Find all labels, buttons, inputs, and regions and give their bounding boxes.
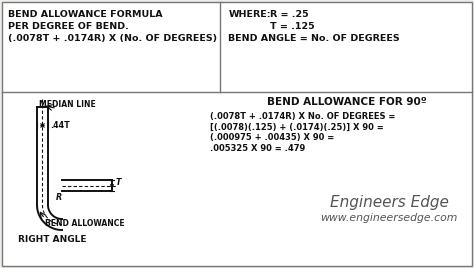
Text: (.0078T + .0174R) X (No. OF DEGREES): (.0078T + .0174R) X (No. OF DEGREES)	[8, 34, 217, 43]
Text: BEND ALLOWANCE FOR 90º: BEND ALLOWANCE FOR 90º	[267, 98, 427, 107]
Text: BEND ANGLE = No. OF DEGREES: BEND ANGLE = No. OF DEGREES	[228, 34, 400, 43]
Text: R = .25: R = .25	[270, 10, 309, 19]
Text: Engineers Edge: Engineers Edge	[330, 195, 449, 210]
Text: .44T: .44T	[50, 121, 70, 131]
Text: www.engineersedge.com: www.engineersedge.com	[320, 213, 457, 223]
Text: MEDIAN LINE: MEDIAN LINE	[39, 100, 96, 109]
Text: WHERE:: WHERE:	[228, 10, 271, 19]
Text: RIGHT ANGLE: RIGHT ANGLE	[18, 235, 86, 244]
Text: .005325 X 90 = .479: .005325 X 90 = .479	[210, 144, 306, 153]
Text: T = .125: T = .125	[270, 22, 315, 31]
Text: R: R	[56, 193, 62, 202]
Text: T: T	[116, 178, 121, 187]
Text: (.0078T + .0174R) X No. OF DEGREES =: (.0078T + .0174R) X No. OF DEGREES =	[210, 113, 396, 121]
Text: (.000975 + .00435) X 90 =: (.000975 + .00435) X 90 =	[210, 133, 335, 143]
Text: [(.0078)(.125) + (.0174)(.25)] X 90 =: [(.0078)(.125) + (.0174)(.25)] X 90 =	[210, 123, 384, 132]
Text: PER DEGREE OF BEND.: PER DEGREE OF BEND.	[8, 22, 129, 31]
Text: BEND ALLOWANCE FORMULA: BEND ALLOWANCE FORMULA	[8, 10, 163, 19]
Text: BEND ALLOWANCE: BEND ALLOWANCE	[45, 219, 125, 228]
